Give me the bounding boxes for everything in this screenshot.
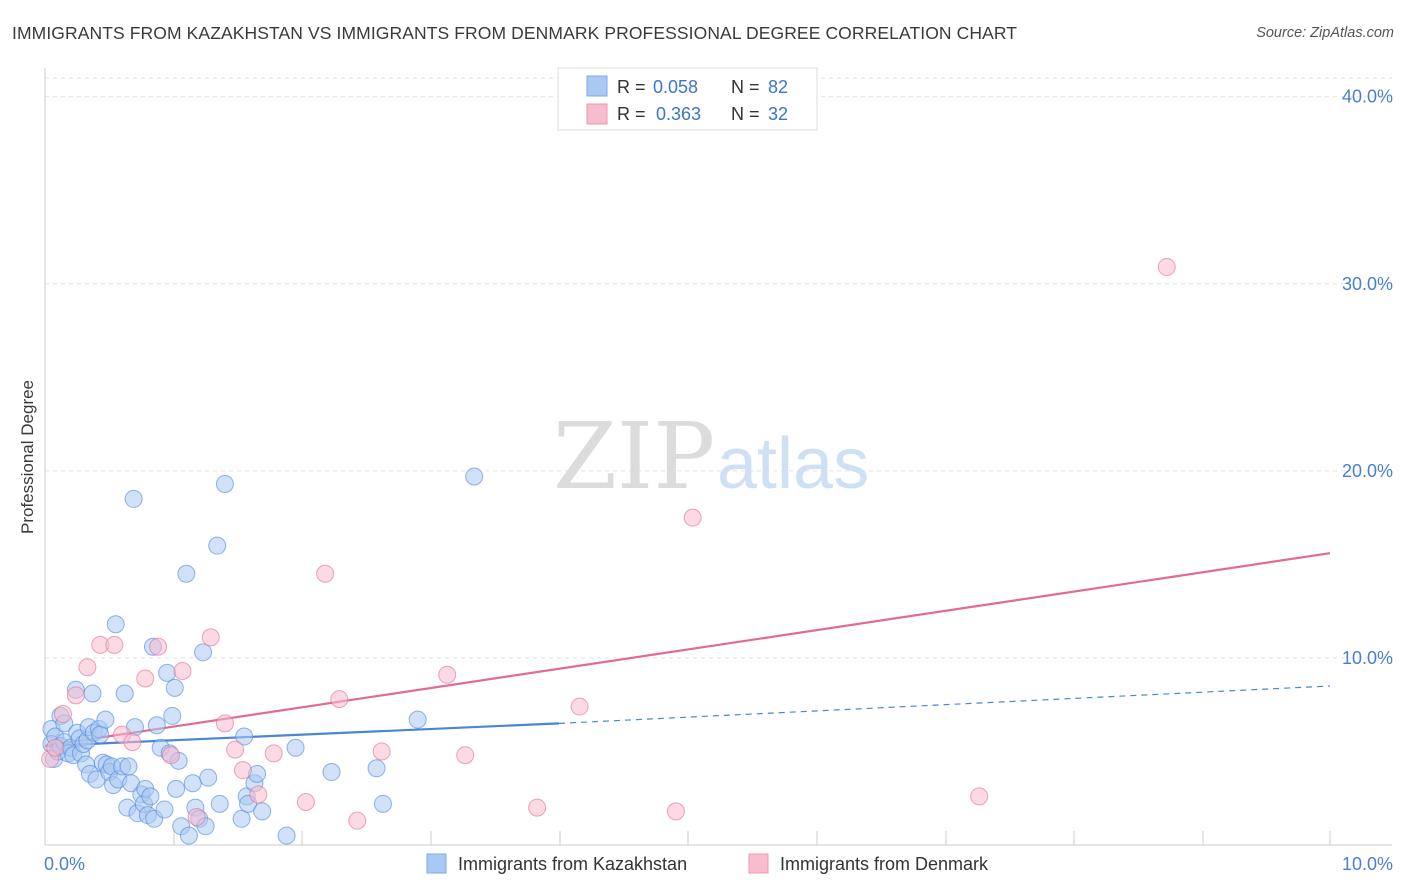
point-series0-56 [167,779,186,798]
point-series0-79 [373,794,392,813]
trend-lines [44,552,1331,747]
trend-extension-series0 [558,685,1331,725]
legend-r-value-2: 0.363 [656,104,701,124]
point-series1-14 [201,628,220,647]
point-series1-29 [666,802,685,821]
legend-n-value-2: 32 [768,104,788,124]
point-series1-6 [105,635,124,654]
point-series0-49 [147,716,166,735]
point-series0-67 [208,536,227,555]
point-series1-1 [46,738,65,757]
point-series1-16 [226,740,245,759]
point-series1-30 [683,508,702,527]
point-series0-35 [115,684,134,703]
point-series1-17 [233,761,252,780]
point-series0-70 [232,809,251,828]
legend-swatch-kazakhstan [586,75,608,97]
point-series0-46 [141,787,160,806]
y-tick-label-3: 40.0% [1342,87,1393,107]
legend-n-label-1: N = [731,77,760,97]
y-axis-label: Professional Degree [18,380,37,534]
point-series0-51 [155,800,174,819]
y-tick-label-0: 10.0% [1342,648,1393,668]
point-series0-59 [177,564,196,583]
chart-title: IMMIGRANTS FROM KAZAKHSTAN VS IMMIGRANTS… [12,23,1018,43]
point-series1-4 [78,658,97,677]
y-tick-label-1: 20.0% [1342,461,1393,481]
point-series0-21 [83,684,102,703]
point-series0-25 [91,725,110,744]
source-credit: Source: ZipAtlas.com [1256,25,1394,41]
bottom-legend-swatch-denmark [748,853,769,874]
x-tick-label-1: 10.0% [1342,854,1393,874]
point-series1-2 [53,705,72,724]
point-series0-39 [124,489,143,508]
legend-n-value-1: 82 [768,77,788,97]
point-series1-15 [215,714,234,733]
point-series0-82 [277,826,296,845]
point-series0-52 [158,663,177,682]
point-series1-8 [123,733,142,752]
point-series0-60 [179,826,198,845]
point-series0-77 [286,738,305,757]
legend-n-label-2: N = [731,104,760,124]
point-series1-25 [438,665,457,684]
point-series0-54 [163,706,182,725]
legend-swatch-denmark [586,103,608,125]
point-series1-20 [296,792,315,811]
point-series1-31 [970,787,989,806]
point-series1-10 [149,637,168,656]
point-series0-64 [194,643,213,662]
point-series1-26 [456,746,475,765]
point-series1-13 [187,807,206,826]
point-series0-32 [106,615,125,634]
legend: R = 0.058 N = 82 R = 0.363 N = 32 [557,67,818,131]
watermark-zip: ZIP [553,403,715,510]
x-tick-label-0: 0.0% [44,854,85,874]
bottom-legend-label-kazakhstan: Immigrants from Kazakhstan [458,854,687,874]
point-series0-78 [322,763,341,782]
point-series0-81 [465,467,484,486]
point-series1-24 [372,742,391,761]
bottom-legend: Immigrants from Kazakhstan Immigrants fr… [426,853,989,874]
axes [44,68,1392,846]
point-series0-69 [215,474,234,493]
point-series1-32 [1157,257,1176,276]
legend-r-label-1: R = [617,77,646,97]
point-series1-28 [570,697,589,716]
tick-labels: 10.0% 20.0% 30.0% 40.0% 0.0% 10.0% [44,87,1393,874]
trend-line-series1 [44,552,1331,747]
point-series0-55 [165,678,184,697]
point-series0-37 [119,757,138,776]
point-series1-22 [330,690,349,709]
point-series1-18 [249,785,268,804]
point-series1-27 [528,798,547,817]
point-series0-27 [96,710,115,729]
point-series1-23 [348,811,367,830]
point-series0-80 [408,710,427,729]
point-series1-19 [264,744,283,763]
bottom-legend-swatch-kazakhstan [426,853,447,874]
watermark-atlas: atlas [717,424,869,504]
bottom-legend-label-denmark: Immigrants from Denmark [780,854,989,874]
point-series0-68 [210,794,229,813]
grid-lines [45,77,1392,659]
y-tick-label-2: 30.0% [1342,274,1393,294]
point-series1-9 [136,669,155,688]
point-series0-66 [199,768,218,787]
legend-r-value-1: 0.058 [653,77,698,97]
point-series0-61 [183,774,202,793]
point-series0-83 [367,759,386,778]
legend-r-label-2: R = [617,104,646,124]
point-series0-71 [235,727,254,746]
point-series1-11 [161,746,180,765]
data-points [41,257,1176,845]
point-series0-76 [253,802,272,821]
point-series1-12 [173,662,192,681]
point-series1-3 [66,686,85,705]
point-series1-21 [316,564,335,583]
